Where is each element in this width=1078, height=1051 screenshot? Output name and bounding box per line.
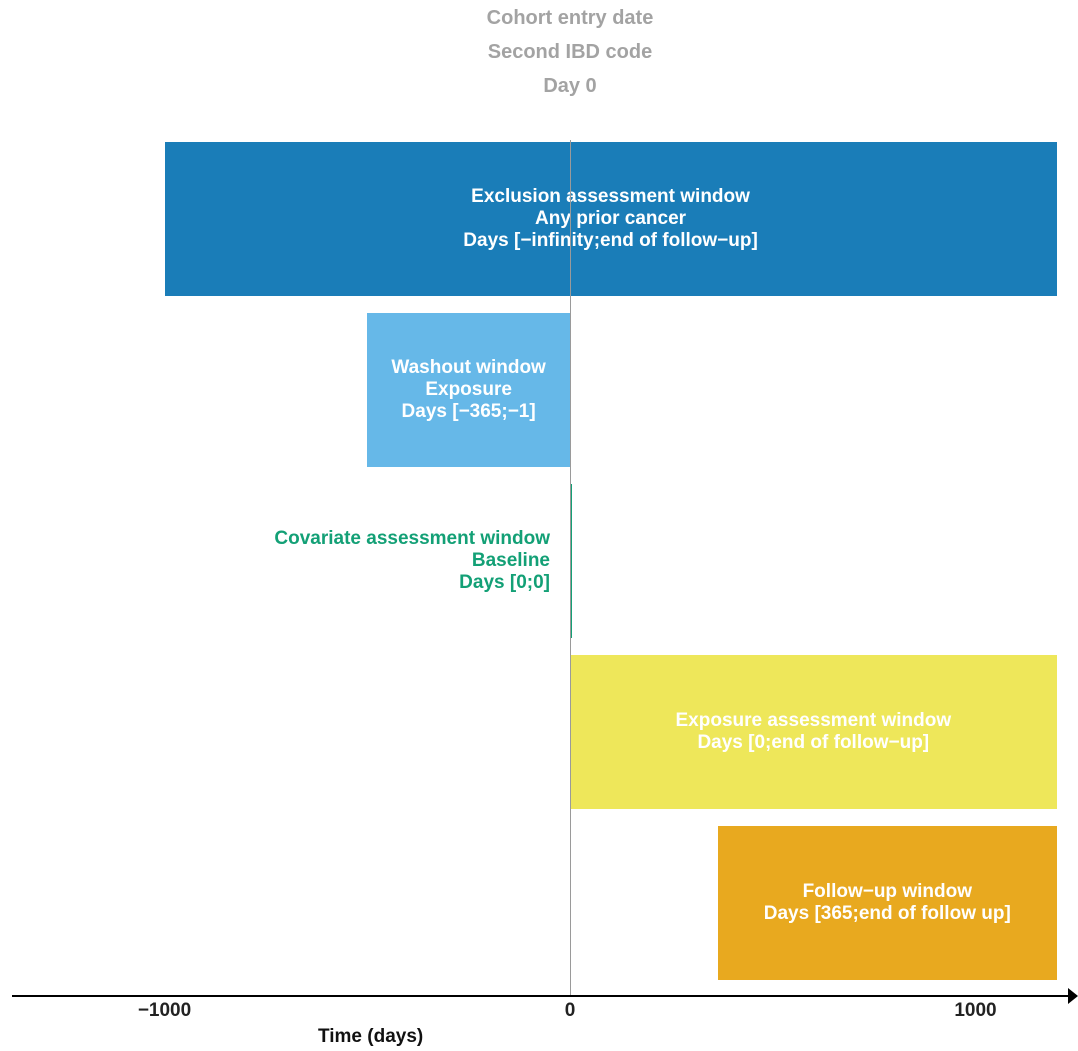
window-label-line: Washout window [391, 357, 546, 378]
window-label-washout: Washout window Exposure Days [−365;−1] [367, 313, 570, 467]
x-tick-label: 1000 [954, 1000, 997, 1021]
window-label-line: Covariate assessment window [274, 528, 550, 549]
window-label-line: Baseline [471, 550, 550, 571]
window-bar-followup [718, 826, 1057, 980]
window-label-line: Exposure [425, 379, 512, 400]
header-line-cohort: Cohort entry date [486, 7, 654, 29]
window-label-line: Days [0;end of follow−up] [697, 732, 930, 753]
window-label-line: Days [365;end of follow up] [763, 903, 1011, 924]
window-label-line: Exposure assessment window [675, 710, 952, 731]
x-tick-label: −1000 [137, 1000, 192, 1021]
window-label-line: Days [−infinity;end of follow−up] [463, 230, 758, 251]
window-label-line: Exclusion assessment window [471, 186, 750, 207]
header-line-day: Day 0 [543, 75, 597, 97]
x-axis-line [12, 995, 1070, 997]
header-line-code: Second IBD code [487, 41, 653, 63]
window-label-exclusion: Exclusion assessment window Any prior can… [165, 142, 1057, 296]
window-bar-exclusion [164, 142, 1057, 296]
x-axis-label: Time (days) [318, 1026, 424, 1047]
x-tick-label: 0 [564, 1000, 576, 1021]
window-label-covariate: Covariate assessment window Baseline Days … [150, 484, 550, 638]
window-bar-washout [367, 313, 570, 467]
day-zero-line [570, 140, 571, 995]
window-label-line: Follow−up window [802, 881, 972, 902]
window-label-line: Days [−365;−1] [401, 401, 536, 422]
window-label-followup: Follow−up window Days [365;end of follow … [718, 826, 1057, 980]
window-bar-exposure [570, 655, 1057, 809]
x-axis-arrow-icon [1068, 988, 1078, 1004]
window-label-exposure: Exposure assessment window Days [0;end of… [570, 655, 1057, 809]
window-label-line: Any prior cancer [535, 208, 687, 229]
window-label-line: Days [0;0] [459, 572, 550, 593]
